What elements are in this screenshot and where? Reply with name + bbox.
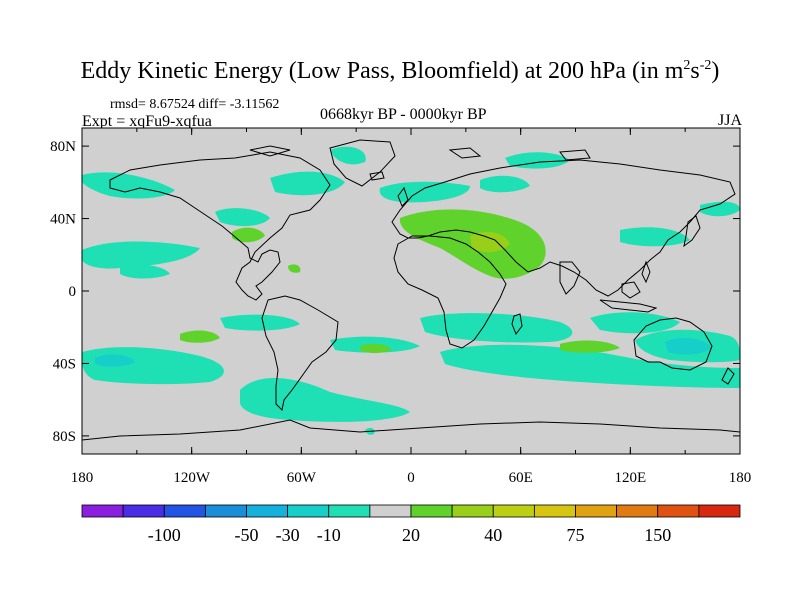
lon-tick-label: 0: [407, 470, 415, 486]
colorbar-swatch: [451, 504, 494, 518]
anomaly-patch-central-asia: [480, 175, 530, 193]
colorbar-label: -50: [235, 525, 259, 545]
colorbar-swatch: [410, 504, 453, 518]
lat-tick-label: 80N: [50, 139, 76, 155]
anomaly-core-arabia: [470, 231, 510, 253]
anomaly-patch-n-america: [215, 208, 270, 227]
colorbar-swatch: [122, 504, 165, 518]
coastlines: [82, 139, 740, 441]
anomaly-patch-southern-atlantic-green: [360, 343, 392, 353]
anomaly-patch-indian-green: [560, 340, 620, 353]
coastline-philippines: [641, 260, 651, 284]
colorbar-label: -10: [317, 525, 341, 545]
season-label: JJA: [717, 112, 742, 129]
colorbar-label: 150: [644, 525, 671, 545]
anomaly-patch-n-pacific: [82, 172, 175, 199]
lon-tick-label: 120W: [173, 470, 211, 486]
colorbar-swatch: [698, 504, 741, 518]
anomaly-patch-tropical-pacific: [82, 241, 200, 269]
anomaly-patch-s-pacific: [220, 314, 300, 331]
colorbar-swatch: [81, 504, 124, 518]
colorbar-label: 40: [484, 525, 502, 545]
anomaly-patch-caribbean: [288, 264, 301, 273]
map-background: [82, 128, 740, 454]
coastline-africa: [393, 235, 507, 349]
colorbar-swatch: [657, 504, 700, 518]
colorbar-swatch: [328, 504, 371, 518]
lon-tick-label: 60E: [509, 470, 533, 486]
colorbar-swatch: [492, 504, 535, 518]
colorbar-swatch: [246, 504, 289, 518]
anomaly-patch-n-atlantic-west: [330, 146, 366, 165]
lon-tick-label: 180: [71, 470, 94, 486]
anomaly-patch-southern-ocean-indian: [440, 344, 740, 388]
coastline-south-america: [261, 295, 339, 412]
colorbar-swatch: [163, 504, 206, 518]
colorbar-swatch: [575, 504, 618, 518]
anomaly-core-southern-ocean: [95, 354, 135, 367]
anomaly-patch-southern-ocean-atlantic: [239, 377, 410, 422]
anomaly-patch-n-pacific-east: [700, 201, 740, 217]
experiment-label: Expt = xqFu9-xqfua: [82, 113, 212, 130]
anomaly-patch-indian-east: [590, 312, 680, 334]
colorbar: -100 -50 -30 -10 20 40 75 150: [81, 504, 741, 545]
positive-medium-regions: [470, 231, 510, 253]
coastline-japan: [683, 215, 701, 248]
anomaly-patch-scandinavia: [379, 181, 470, 203]
coastline-borneo: [621, 281, 641, 299]
coastline-antarctica: [82, 419, 740, 441]
coastline-indonesia: [599, 299, 658, 313]
anomaly-patch-s-indian-ocean: [420, 313, 573, 343]
colorbar-swatch: [616, 504, 659, 518]
lon-tick-label: 120E: [614, 470, 646, 486]
plot-title: Eddy Kinetic Energy (Low Pass, Bloomfiel…: [80, 58, 720, 84]
lon-tick-label: 180: [729, 470, 752, 486]
stats-text: rmsd= 8.67524 diff= -3.11562: [110, 97, 280, 112]
colorbar-label: 20: [402, 525, 420, 545]
colorbar-label: 75: [567, 525, 585, 545]
map-field: [82, 128, 740, 454]
lat-tick-label: 0: [69, 284, 77, 300]
colorbar-label: -30: [276, 525, 300, 545]
colorbar-label: -100: [148, 525, 181, 545]
anomaly-patch-e-pacific: [120, 264, 170, 279]
coastline-india: [559, 261, 581, 295]
anomaly-patch-n-canada: [270, 171, 345, 196]
coastline-uk: [397, 186, 409, 207]
latitude-axis: 80N 40N 0 40S 80S: [50, 139, 740, 445]
coastline-australia: [633, 317, 713, 371]
colorbar-swatch: [533, 504, 576, 518]
colorbar-swatch: [369, 504, 412, 518]
coastline-new-zealand: [721, 367, 735, 385]
lat-tick-label: 80S: [53, 429, 76, 445]
negative-anomaly-regions: [82, 146, 740, 435]
anomaly-core-australia: [665, 337, 712, 355]
coastline-madagascar: [511, 313, 523, 336]
coastline-eurasia: [391, 159, 736, 297]
coastline-iceland: [369, 171, 385, 181]
longitude-axis: 180 120W 60W 0 60E 120E 180: [71, 128, 752, 486]
anomaly-patch-w-pacific-asia: [620, 227, 690, 247]
colorbar-swatch: [287, 504, 330, 518]
anomaly-patch-s-pacific-green: [180, 330, 220, 343]
lat-tick-label: 40S: [53, 356, 76, 372]
coastline-north-america: [109, 151, 331, 301]
colorbar-swatch: [204, 504, 247, 518]
negative-medium-regions: [95, 337, 712, 367]
coastline-arctic-islands: [249, 145, 591, 161]
lon-tick-label: 60W: [287, 470, 317, 486]
period-label: 0668kyr BP - 0000kyr BP: [320, 106, 487, 123]
lat-tick-label: 40N: [50, 212, 76, 228]
anomaly-patch-n-america-east: [232, 227, 265, 243]
